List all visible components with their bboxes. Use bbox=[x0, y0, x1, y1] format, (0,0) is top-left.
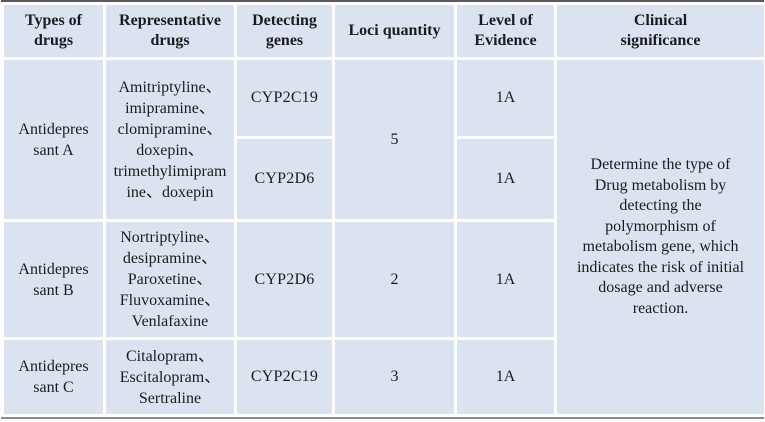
cell-representative-drugs-a: Amitriptyline、imipramine、clomipramine、do… bbox=[103, 57, 237, 222]
column-header-clinical-significance: Clinical significance bbox=[554, 2, 765, 60]
table-row-antidepressant-c: Antidepressant C Citalopram、Escitalopram… bbox=[1, 337, 765, 417]
table-row-antidepressant-b: Antidepressant B Nortriptyline、desiprami… bbox=[1, 219, 765, 340]
cell-representative-drugs-c: Citalopram、Escitalopram、Sertraline bbox=[103, 337, 237, 417]
column-header-loci-quantity-label: Loci quantity bbox=[348, 22, 441, 39]
cell-loci-quantity-c: 3 bbox=[332, 337, 457, 417]
column-header-detecting-genes: Detecting genes bbox=[234, 2, 335, 60]
column-header-types-of-drugs: Types of drugs bbox=[1, 2, 106, 60]
table-row-antidepressant-a-1: Antidepressant A Amitriptyline、imipramin… bbox=[1, 57, 765, 417]
cell-evidence-level-a2: 1A bbox=[454, 136, 557, 222]
cell-detecting-gene-a2: CYP2D6 bbox=[234, 136, 335, 222]
cell-evidence-level-c: 1A bbox=[454, 337, 557, 417]
column-header-level-of-evidence-label: Level of Evidence bbox=[474, 12, 537, 49]
cell-representative-drugs-b: Nortriptyline、desipramine、Paroxetine、Flu… bbox=[103, 219, 237, 340]
column-header-representative-drugs-label: Representative drugs bbox=[119, 12, 221, 49]
cell-detecting-gene-a1: CYP2C19 bbox=[234, 57, 335, 139]
cell-clinical-significance: Determine the type of Drug metabolism by… bbox=[554, 57, 765, 417]
cell-drug-type-b: Antidepressant B bbox=[1, 219, 106, 340]
column-header-representative-drugs: Representative drugs bbox=[103, 2, 237, 60]
cell-loci-quantity-a: 5 bbox=[332, 57, 457, 222]
column-header-clinical-significance-label: Clinical significance bbox=[620, 12, 701, 49]
clinical-significance-text: Determine the type of Drug metabolism by… bbox=[576, 156, 745, 317]
column-header-level-of-evidence: Level of Evidence bbox=[454, 2, 557, 60]
cell-evidence-level-b: 1A bbox=[454, 219, 557, 340]
column-header-detecting-genes-label: Detecting genes bbox=[252, 12, 317, 49]
table-header-row: Types of drugs Representative drugs Dete… bbox=[1, 2, 765, 60]
cell-drug-type-c: Antidepressant C bbox=[1, 337, 106, 417]
cell-detecting-gene-c: CYP2C19 bbox=[234, 337, 335, 417]
cell-evidence-level-a1: 1A bbox=[454, 57, 557, 139]
cell-detecting-gene-b: CYP2D6 bbox=[234, 219, 335, 340]
table-row-antidepressant-a-2: CYP2D6 1A bbox=[3, 136, 765, 222]
column-header-types-of-drugs-label: Types of drugs bbox=[24, 12, 83, 49]
cell-drug-type-a: Antidepressant A bbox=[1, 57, 106, 222]
column-header-loci-quantity: Loci quantity bbox=[332, 2, 457, 60]
cell-loci-quantity-b: 2 bbox=[332, 219, 457, 340]
